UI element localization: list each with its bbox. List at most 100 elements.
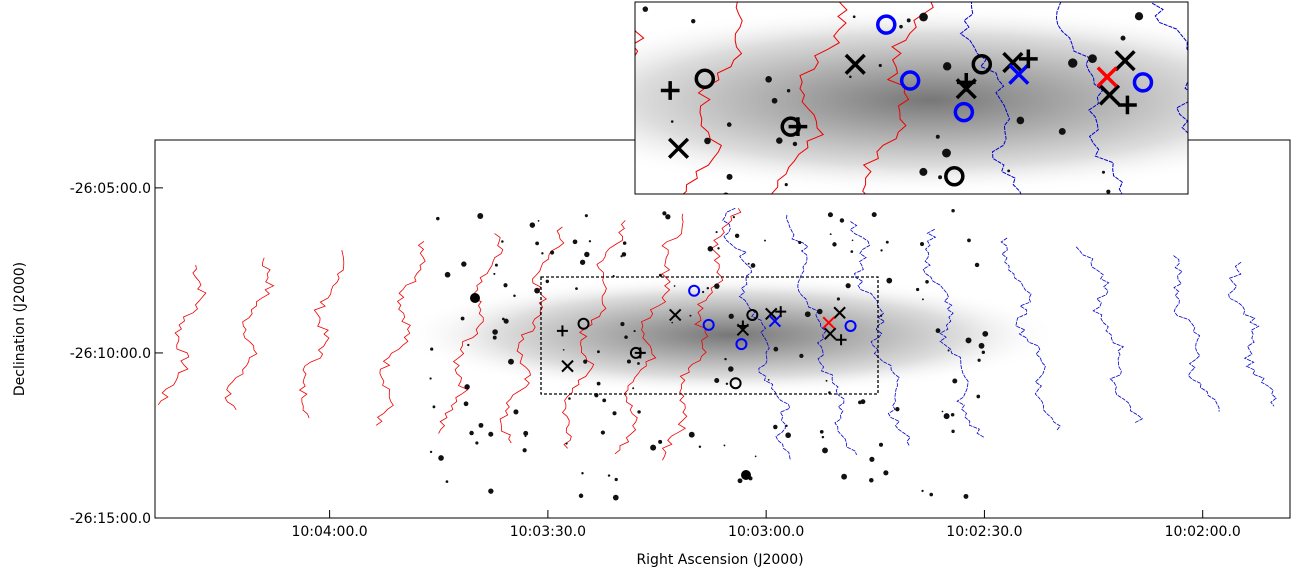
star xyxy=(1016,116,1025,125)
star xyxy=(839,218,845,223)
star xyxy=(765,76,772,83)
star xyxy=(503,283,508,288)
star xyxy=(524,435,527,438)
star xyxy=(469,430,474,436)
star xyxy=(723,444,726,447)
inset-markers xyxy=(660,14,1154,187)
star xyxy=(1197,319,1205,327)
cross-marker xyxy=(844,53,866,75)
star xyxy=(463,401,469,407)
star xyxy=(1101,170,1106,174)
star xyxy=(773,346,779,352)
star xyxy=(974,262,980,268)
cross-marker xyxy=(1114,50,1136,72)
contour xyxy=(959,2,1022,194)
star xyxy=(571,69,575,73)
star xyxy=(614,477,618,482)
star xyxy=(461,261,467,267)
star xyxy=(822,447,828,454)
star xyxy=(523,430,529,436)
star xyxy=(869,456,875,462)
star xyxy=(1134,12,1144,21)
star xyxy=(1120,35,1126,41)
star xyxy=(899,24,903,29)
plus-marker xyxy=(556,325,568,337)
star xyxy=(951,429,955,434)
y-tick-label: -26:10:00.0 xyxy=(70,346,151,362)
star xyxy=(529,222,536,228)
star xyxy=(475,441,479,445)
star xyxy=(967,238,971,243)
star xyxy=(776,137,783,144)
star xyxy=(829,0,834,2)
star xyxy=(894,279,898,283)
star xyxy=(588,240,592,243)
star xyxy=(574,70,582,78)
star xyxy=(453,118,458,123)
star xyxy=(725,382,729,386)
star xyxy=(715,231,718,234)
star xyxy=(460,316,465,321)
x-axis-label: Right Ascension (J2000) xyxy=(636,552,803,568)
star xyxy=(804,311,811,318)
cross-marker xyxy=(1002,51,1024,74)
star xyxy=(798,240,802,245)
star xyxy=(658,439,663,444)
star xyxy=(1068,58,1078,68)
contour xyxy=(614,213,684,455)
star xyxy=(883,470,889,476)
star xyxy=(828,391,831,394)
circle-marker xyxy=(899,70,921,91)
star xyxy=(492,335,497,340)
star xyxy=(1283,86,1291,94)
star xyxy=(429,450,433,454)
star xyxy=(606,255,614,263)
star xyxy=(951,208,955,213)
star xyxy=(572,239,578,245)
star xyxy=(737,478,743,484)
circle-marker xyxy=(876,14,897,35)
star xyxy=(545,279,550,284)
star xyxy=(785,424,788,428)
star xyxy=(493,272,496,275)
contour xyxy=(922,228,985,438)
star xyxy=(1250,20,1255,25)
star xyxy=(764,239,766,242)
star xyxy=(754,455,757,458)
star xyxy=(849,75,852,79)
star xyxy=(494,263,498,267)
star xyxy=(935,277,938,280)
star xyxy=(1266,7,1272,13)
star xyxy=(938,175,943,180)
star xyxy=(752,222,759,229)
star xyxy=(886,277,893,284)
x-tick-label: 10:03:30.0 xyxy=(510,524,586,540)
star xyxy=(1155,205,1161,211)
star xyxy=(568,397,571,400)
circle-marker xyxy=(688,284,701,297)
star xyxy=(1272,356,1278,362)
star xyxy=(637,410,641,414)
contour xyxy=(1000,237,1061,431)
contour xyxy=(157,264,207,406)
star xyxy=(852,15,856,19)
y-axis-label: Declination (J2000) xyxy=(12,262,28,396)
star xyxy=(906,18,911,23)
star xyxy=(1007,169,1011,173)
circle-marker xyxy=(953,101,975,123)
star xyxy=(919,241,925,247)
star xyxy=(1106,189,1111,194)
star xyxy=(935,328,941,334)
star xyxy=(438,455,444,461)
circle-marker xyxy=(694,68,716,90)
cross-marker xyxy=(1096,66,1118,88)
star xyxy=(579,259,586,265)
star xyxy=(733,254,740,261)
star xyxy=(935,134,940,139)
contour xyxy=(1173,255,1220,412)
star xyxy=(562,349,565,351)
star xyxy=(921,489,924,493)
cross-marker xyxy=(667,137,690,159)
star xyxy=(895,407,900,412)
star xyxy=(590,219,598,227)
